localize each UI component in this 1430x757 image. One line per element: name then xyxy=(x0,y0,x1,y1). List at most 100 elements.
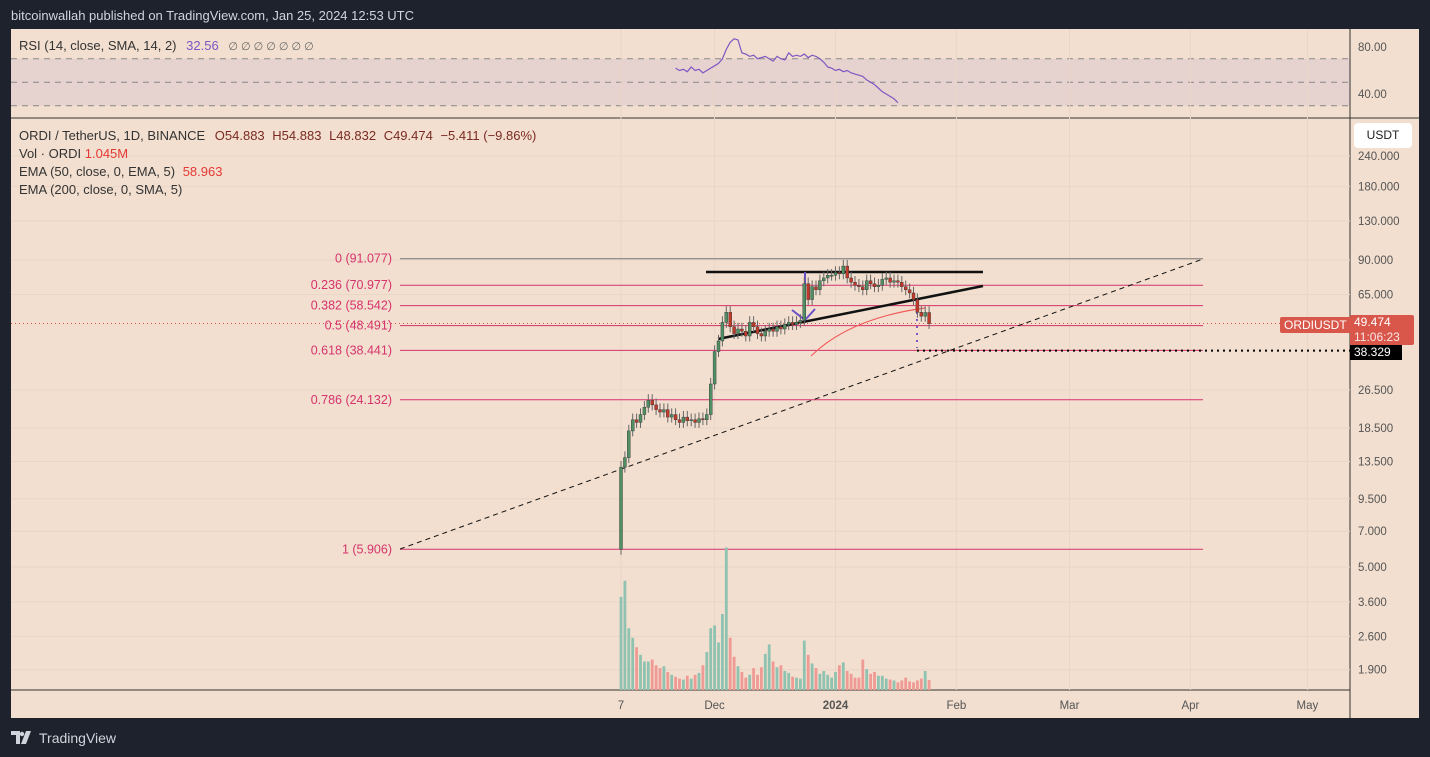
candle-body xyxy=(806,283,810,300)
candle-body xyxy=(720,322,725,342)
candle-body xyxy=(783,324,787,330)
candle-body xyxy=(670,414,674,418)
candle-body xyxy=(794,322,799,325)
candle-body xyxy=(744,331,748,337)
candle-body xyxy=(915,299,920,313)
candle-body xyxy=(810,286,814,300)
candle-body xyxy=(771,328,775,332)
candle-body xyxy=(763,331,767,337)
fib-label: 0 (91.077) xyxy=(335,252,392,266)
candle-body xyxy=(728,312,732,327)
candle-body xyxy=(736,328,740,334)
candle-body xyxy=(709,383,713,415)
volume-bar xyxy=(818,673,822,690)
price-axis-label: 240.000 xyxy=(1358,151,1400,163)
volume-bar xyxy=(689,678,693,690)
price-axis-label: 1.900 xyxy=(1358,665,1387,677)
candle-body xyxy=(689,419,693,422)
chart-panel[interactable]: 240.000 180.000 130.000 90.000 65.000 26.500 1… xyxy=(11,29,1419,718)
volume-bar xyxy=(740,671,744,690)
ema200-label: EMA (200, close, 0, SMA, 5) xyxy=(19,182,183,197)
candle-body xyxy=(701,418,705,420)
symbol-price-tag: ORDIUSDT xyxy=(1280,317,1351,333)
volume-legend[interactable]: Vol · ORDI 1.045M xyxy=(19,146,128,161)
price-axis-label: 130.000 xyxy=(1358,216,1400,228)
ema200-legend[interactable]: EMA (200, close, 0, SMA, 5) xyxy=(19,182,182,197)
volume-bar xyxy=(756,674,759,690)
volume-value: 1.045M xyxy=(84,146,129,161)
volume-bar xyxy=(728,637,732,690)
symbol-legend[interactable]: ORDI / TetherUS, 1D, BINANCE O54.883 H54… xyxy=(19,128,536,143)
candle-body xyxy=(646,400,650,408)
candle-body xyxy=(853,282,857,286)
trendline-dashed xyxy=(399,258,1204,550)
volume-bar xyxy=(791,676,794,690)
candle-body xyxy=(740,328,744,332)
price-axis-label: 5.000 xyxy=(1358,562,1387,574)
volume-bar xyxy=(763,653,767,690)
volume-bar xyxy=(779,665,783,690)
volume-bar xyxy=(896,682,900,690)
ema50-legend[interactable]: EMA (50, close, 0, EMA, 5) 58.963 xyxy=(19,164,222,179)
candle-body xyxy=(755,326,760,334)
candle-body xyxy=(927,312,931,324)
candle-body xyxy=(880,279,884,286)
tradingview-logo-icon xyxy=(11,731,31,744)
price-axis-label: 26.500 xyxy=(1358,385,1393,397)
candle-body xyxy=(677,419,682,423)
volume-bar xyxy=(861,659,865,690)
candle-body xyxy=(751,322,756,327)
volume-bar xyxy=(724,547,728,690)
candle-body xyxy=(685,416,689,422)
volume-bar xyxy=(900,680,904,690)
price-axis-label: 9.500 xyxy=(1358,494,1387,506)
candle-body xyxy=(693,419,697,423)
candle-body xyxy=(888,277,892,283)
volume-bar xyxy=(619,596,623,690)
tradingview-logo[interactable]: TradingView xyxy=(11,730,116,746)
volume-bar xyxy=(787,672,791,690)
target-price-tag: 38.329 xyxy=(1350,345,1402,360)
candle-body xyxy=(814,286,818,290)
volume-bar xyxy=(838,665,841,690)
candle-body xyxy=(662,409,666,413)
fib-label: 0.5 (48.491) xyxy=(325,319,392,333)
candle-body xyxy=(900,282,904,287)
price-axis-label: 18.500 xyxy=(1358,423,1393,435)
candle-body xyxy=(642,407,647,415)
candle-body xyxy=(798,320,803,323)
volume-bar xyxy=(658,668,662,690)
volume-bar xyxy=(822,671,826,690)
time-axis-label: May xyxy=(1297,700,1319,712)
candle-body xyxy=(849,277,853,283)
candle-body xyxy=(907,289,912,294)
volume-bar xyxy=(873,671,876,690)
candle-body xyxy=(638,414,643,423)
volume-bar xyxy=(865,669,869,690)
volume-bar xyxy=(654,665,658,690)
price-chart[interactable]: 240.000 180.000 130.000 90.000 65.000 26.500 1… xyxy=(11,29,1419,718)
candle-body xyxy=(829,274,834,277)
rsi-label: RSI (14, close, SMA, 14, 2) xyxy=(19,38,177,53)
ema50-line xyxy=(810,307,926,357)
volume-bar xyxy=(799,678,802,690)
candle-body xyxy=(904,286,908,290)
volume-bar xyxy=(697,672,701,690)
volume-bar xyxy=(736,666,740,690)
symbol-title: ORDI / TetherUS, 1D, BINANCE xyxy=(19,128,206,143)
candle-body xyxy=(865,280,869,290)
rsi-value: 32.56 xyxy=(186,38,219,53)
currency-button[interactable]: USDT xyxy=(1354,123,1412,148)
volume-bar xyxy=(806,654,810,690)
ohlc-low: L48.832 xyxy=(329,128,377,143)
rsi-line xyxy=(675,38,899,104)
fib-label: 1 (5.906) xyxy=(342,542,392,556)
fib-label: 0.236 (70.977) xyxy=(311,278,392,292)
volume-bar xyxy=(685,675,689,690)
candle-body xyxy=(650,400,654,406)
volume-bar xyxy=(880,675,884,690)
candle-body xyxy=(748,322,752,337)
volume-bar xyxy=(834,671,837,690)
volume-bar xyxy=(650,659,654,690)
time-axis-label: 7 xyxy=(618,700,624,712)
